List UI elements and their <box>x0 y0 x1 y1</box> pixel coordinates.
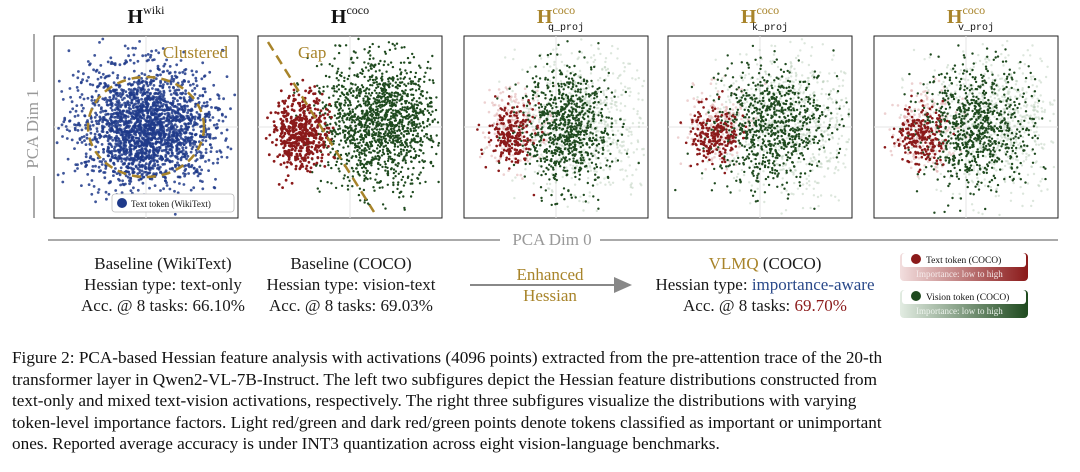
x-axis-label: PCA Dim 0 <box>512 230 591 249</box>
legend-text-token: Text token (COCO) Importance: low to hig… <box>900 253 1028 281</box>
arrow-label: Enhanced Hessian <box>490 264 610 306</box>
panel-subscript-5: v_proj <box>958 22 994 34</box>
caption-line: ones. Reported average accuracy is under… <box>12 434 720 454</box>
inset-legend-marker <box>117 198 127 208</box>
scatter-panel-2: Hcoco Gap <box>257 3 443 219</box>
legend-text-token-bar-label: Importance: low to high <box>916 269 1003 279</box>
desc-coco-title: Baseline (COCO) <box>290 254 412 273</box>
panel-title-4: Hcoco <box>741 3 779 28</box>
desc-coco: Baseline (COCO) Hessian type: vision-tex… <box>246 253 456 316</box>
legend-vision-token-marker <box>911 291 921 301</box>
desc-wiki: Baseline (WikiText) Hessian type: text-o… <box>58 253 268 316</box>
desc-vlmq-acc: Acc. @ 8 tasks: 69.70% <box>683 296 847 315</box>
cluster-ellipse <box>86 75 206 179</box>
legend-vision-token-bar-label: Importance: low to high <box>916 306 1003 316</box>
panel-title-2: Hcoco <box>331 3 369 28</box>
gap-line <box>266 41 376 213</box>
desc-wiki-hessian: Hessian type: text-only <box>84 275 242 294</box>
panel-subscript-4: k_proj <box>752 22 788 34</box>
legend-vision-token-label: Vision token (COCO) <box>926 292 1009 303</box>
desc-wiki-acc: Acc. @ 8 tasks: 66.10% <box>81 296 245 315</box>
panel-title-3: Hcoco <box>537 3 575 28</box>
figure-caption: Figure 2: PCA-based Hessian feature anal… <box>12 347 1068 455</box>
arrow-label-line-1: Enhanced <box>516 265 584 284</box>
arrow-label-line-2: Hessian <box>523 286 577 305</box>
desc-coco-hessian: Hessian type: vision-text <box>266 275 436 294</box>
annotation-clustered: Clustered <box>163 43 229 62</box>
legend-text-token-marker <box>911 254 921 264</box>
caption-line: Figure 2: PCA-based Hessian feature anal… <box>12 348 883 367</box>
desc-vlmq-hessian: Hessian type: importance-aware <box>655 275 875 294</box>
panel-title-5: Hcoco <box>947 3 985 28</box>
legend-text-token-label: Text token (COCO) <box>926 255 1001 266</box>
caption-line: text-only and mixed text-vision activati… <box>12 391 857 411</box>
panel-title-1: Hwiki <box>128 3 166 28</box>
figure-canvas: PCA Dim 1 Hwiki Clustered Text token (Wiki… <box>23 3 1059 318</box>
panel-subscript-3: q_proj <box>548 22 584 34</box>
caption-line: token-level importance factors. Light re… <box>12 412 882 432</box>
scatter-panel-1: Hwiki Clustered Text token (WikiText) <box>53 3 239 219</box>
desc-coco-acc: Acc. @ 8 tasks: 69.03% <box>269 296 433 315</box>
y-axis-label: PCA Dim 1 <box>23 89 42 168</box>
desc-wiki-title: Baseline (WikiText) <box>94 254 232 273</box>
desc-vlmq-title: VLMQ (COCO) <box>708 254 822 273</box>
desc-vlmq: VLMQ (COCO) Hessian type: importance-awa… <box>630 253 900 316</box>
annotation-gap: Gap <box>298 43 326 62</box>
inset-legend-label: Text token (WikiText) <box>131 199 211 209</box>
caption-line: transformer layer in Qwen2-VL-7B-Instruc… <box>12 369 878 389</box>
legend-vision-token: Vision token (COCO) Importance: low to h… <box>900 290 1028 318</box>
